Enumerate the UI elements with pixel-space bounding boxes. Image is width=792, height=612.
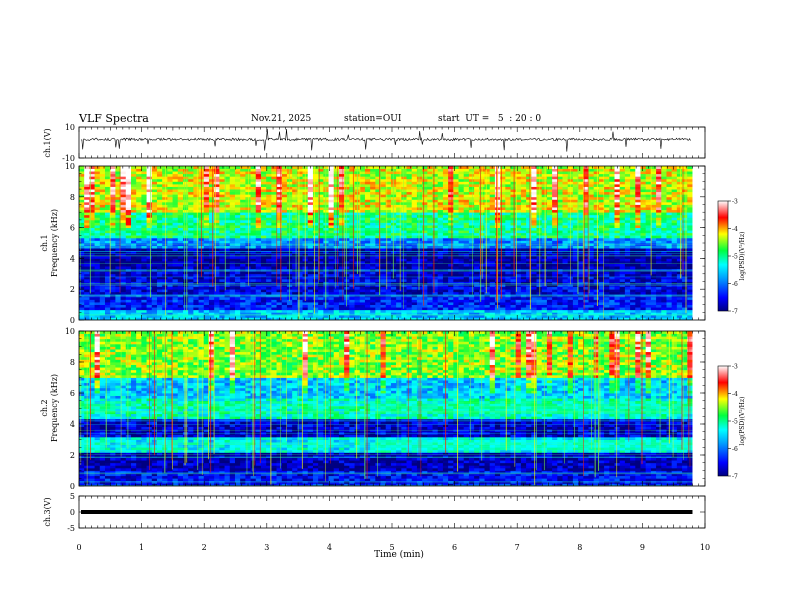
x-axis-label: Time (min) (374, 549, 424, 560)
spec1-sferic-streaks (80, 166, 687, 319)
colorbar-tick-label: -6 (732, 281, 738, 288)
ch1-spectrogram-y-tick-label: 0 (70, 316, 75, 325)
header-station: station=OUI (344, 114, 402, 124)
ch1-spectrogram-panel (79, 166, 705, 320)
ch2-colorbar: log(PSD)(V²/Hz) -3 -4 -5 -6 -7 (717, 364, 746, 481)
header-date: Nov.21, 2025 (251, 114, 312, 124)
ch2-frequency-axis-label: Frequency (kHz) (50, 374, 59, 442)
colorbar-tick-label: -5 (732, 254, 738, 261)
ch2-spectrogram-y-tick-label: 8 (70, 358, 75, 367)
spec2-sferic-streaks (80, 331, 691, 486)
ch3-waveform-y-tick-label: 0 (70, 508, 75, 517)
colorbar-tick-label: -4 (732, 226, 738, 233)
figure-title: VLF Spectra (79, 112, 149, 125)
ch2-channel-label: ch.2 (40, 399, 49, 416)
colorbar-tick-label: -7 (732, 309, 738, 316)
x-tick-label: 0 (76, 543, 81, 552)
ch2-spectrogram-y-tick-label: 10 (65, 327, 75, 336)
ch3-waveform-y-tick-label: -5 (67, 524, 75, 533)
ch2-spectrogram-y-tick-label: 4 (70, 420, 75, 429)
x-tick-label: 10 (700, 543, 710, 552)
ch3-waveform-y-tick-label: 5 (70, 492, 75, 501)
ch1-spectrogram-y-tick-label: 2 (70, 285, 75, 294)
x-tick-label: 4 (327, 543, 332, 552)
ch1-frequency-axis-label: Frequency (kHz) (50, 209, 59, 277)
colorbar-tick-label: -5 (732, 419, 738, 426)
ch1-channel-label: ch.1 (40, 234, 49, 251)
spec2-interference-lines (79, 402, 693, 486)
ch2-spectrogram-y-tick-label: 0 (70, 482, 75, 491)
ch1-voltage-axis-label: ch.1(V) (43, 128, 52, 157)
x-tick-label: 3 (264, 543, 269, 552)
ch1-waveform-trace (80, 128, 691, 152)
colorbar-tick-label: -3 (732, 364, 738, 371)
ch2-colorbar-gradient (717, 365, 729, 477)
spec2-cells (79, 331, 693, 486)
x-tick-label: 1 (139, 543, 144, 552)
x-tick-label: 9 (640, 543, 645, 552)
ch1-colorbar: log(PSD)(V²/Hz) -3 -4 -5 -6 -7 (717, 199, 746, 316)
x-tick-label: 5 (389, 543, 394, 552)
spec1-no-data-area (692, 166, 705, 320)
ch1-spectrogram-y-tick-label: 8 (70, 193, 75, 202)
colorbar-tick-label: -3 (732, 199, 738, 206)
ch3-voltage-axis-label: ch.3(V) (43, 497, 52, 526)
ch1-waveform-y-tick-label: 10 (65, 123, 75, 132)
colorbar-tick-label: -4 (732, 391, 738, 398)
ch1-spectrogram-y-tick-label: 6 (70, 224, 75, 233)
ch2-spectrogram-panel (79, 331, 705, 486)
x-tick-label: 8 (577, 543, 582, 552)
colorbar-tick-label: -6 (732, 446, 738, 453)
ch2-spectrogram-y-tick-label: 2 (70, 451, 75, 460)
ch2-spectrogram-y-tick-label: 6 (70, 389, 75, 398)
ch1-colorbar-label: log(PSD)(V²/Hz) (739, 232, 746, 281)
spec1-cells (79, 166, 693, 320)
ch1-waveform-panel (80, 128, 691, 152)
spec1-interference-lines (79, 235, 693, 320)
ch2-colorbar-label: log(PSD)(V²/Hz) (739, 397, 746, 446)
x-tick-label: 2 (202, 543, 207, 552)
ch1-colorbar-gradient (717, 200, 729, 312)
ch1-spectrogram-y-tick-label: 10 (65, 162, 75, 171)
header-start-time: start UT = 5 : 20 : 0 (438, 114, 542, 124)
ch1-waveform-y-tick-label: -10 (62, 154, 75, 163)
x-tick-label: 6 (452, 543, 457, 552)
ch1-spectrogram-y-tick-label: 4 (70, 254, 75, 263)
x-tick-label: 7 (515, 543, 520, 552)
spec2-no-data-area (692, 331, 705, 486)
colorbar-tick-label: -7 (732, 474, 738, 481)
